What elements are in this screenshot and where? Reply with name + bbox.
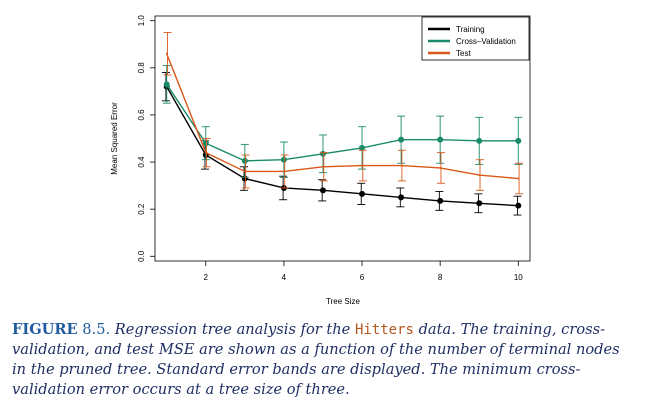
figure-caption: FIGURE 8.5. Regression tree analysis for… bbox=[12, 320, 636, 400]
data-point bbox=[243, 170, 246, 173]
legend: Training Cross–Validation Test bbox=[421, 16, 530, 61]
data-point bbox=[515, 137, 522, 144]
y-tick-label: 0.6 bbox=[137, 109, 146, 121]
y-axis: 0.0 0.2 0.4 0.6 0.8 1.0 bbox=[137, 15, 155, 262]
data-point bbox=[322, 165, 324, 168]
series-test bbox=[163, 32, 524, 195]
data-point bbox=[241, 157, 248, 164]
data-point bbox=[437, 136, 444, 143]
dataset-name: Hitters bbox=[354, 322, 414, 338]
data-point bbox=[478, 174, 481, 176]
y-tick-label: 0.2 bbox=[137, 203, 146, 215]
y-tick-label: 0.8 bbox=[137, 62, 146, 74]
data-point bbox=[163, 81, 170, 88]
data-point bbox=[319, 187, 326, 194]
data-point bbox=[476, 200, 483, 207]
data-point bbox=[359, 190, 366, 197]
data-point bbox=[476, 137, 483, 144]
mse-chart: 0.0 0.2 0.4 0.6 0.8 1.0 2 4 6 8 10 Mean Squared E… bbox=[110, 15, 531, 306]
data-point bbox=[398, 194, 405, 201]
series-training bbox=[161, 72, 522, 216]
x-tick-label: 6 bbox=[360, 273, 365, 282]
y-tick-label: 0.0 bbox=[137, 250, 146, 262]
data-point bbox=[400, 164, 402, 167]
data-point bbox=[437, 197, 444, 204]
caption-text-before: Regression tree analysis for the bbox=[114, 321, 351, 338]
data-point bbox=[517, 177, 520, 180]
data-point bbox=[361, 164, 363, 167]
series-line bbox=[166, 53, 519, 180]
data-point bbox=[165, 52, 168, 55]
data-point bbox=[283, 170, 285, 173]
data-point bbox=[359, 144, 366, 151]
data-point bbox=[398, 136, 405, 143]
series-line bbox=[166, 83, 519, 162]
series-layer bbox=[161, 32, 524, 216]
y-tick-label: 1.0 bbox=[137, 15, 146, 27]
figure-number: 8.5. bbox=[82, 321, 111, 338]
y-axis-title: Mean Squared Error bbox=[110, 102, 119, 175]
legend-label-test: Test bbox=[456, 49, 471, 58]
x-axis: 2 4 6 8 10 bbox=[204, 261, 523, 282]
caption-text-after: data. The training, cross-validation, an… bbox=[12, 321, 620, 398]
x-axis-title: Tree Size bbox=[326, 297, 360, 306]
x-tick-label: 4 bbox=[282, 273, 287, 282]
legend-label-training: Training bbox=[456, 25, 485, 34]
data-point bbox=[204, 151, 207, 154]
x-tick-label: 2 bbox=[204, 273, 209, 282]
data-point bbox=[319, 150, 326, 157]
data-point bbox=[515, 202, 522, 209]
y-tick-label: 0.4 bbox=[137, 156, 146, 168]
series-line bbox=[166, 86, 519, 207]
data-point bbox=[202, 140, 209, 147]
series-cross-validation bbox=[162, 65, 523, 178]
x-tick-label: 8 bbox=[438, 273, 443, 282]
data-point bbox=[439, 167, 442, 169]
x-tick-label: 10 bbox=[514, 273, 523, 282]
data-point bbox=[280, 156, 287, 163]
plot-frame bbox=[154, 15, 531, 262]
legend-label-cross-validation: Cross–Validation bbox=[456, 37, 516, 46]
figure-label: FIGURE bbox=[12, 321, 78, 338]
